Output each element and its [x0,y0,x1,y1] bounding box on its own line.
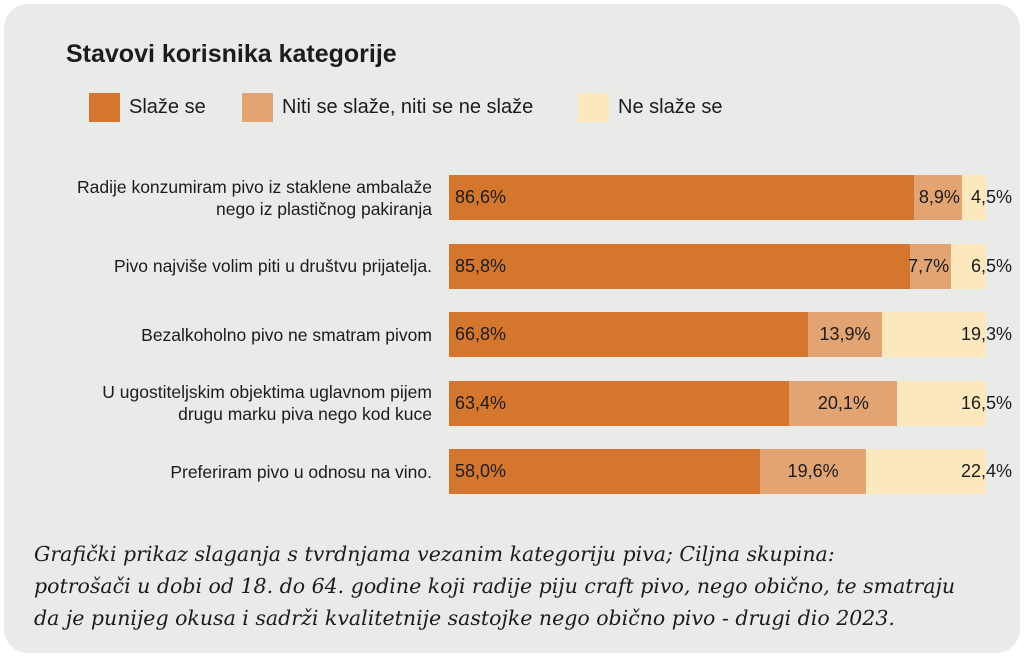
bar-segment-neutral [760,449,866,494]
data-label: 85,8% [455,255,507,276]
data-label: 63,4% [455,392,507,413]
category-label: Radije konzumiram pivo iz staklene ambal… [77,176,432,220]
bar-segment-disagree [897,380,986,426]
category-label-line: nego iz plastičnog pakiranja [216,198,432,219]
bar-segment-agree [449,380,790,426]
bar-segment-agree [449,243,910,289]
bar-segment-neutral [914,175,962,220]
legend-swatch-disagree [578,92,609,122]
caption-line: Grafički prikaz slaganja s tvrdnjama vez… [34,542,835,566]
legend-item-agree: Slaže se [89,92,206,122]
category-label: U ugostiteljskim objektima uglavnom pije… [102,381,432,425]
category-label: Bezalkoholno pivo ne smatram pivom [141,324,432,346]
category-label-line: Bezalkoholno pivo ne smatram pivom [141,324,432,345]
data-label: 4,5% [970,187,1012,207]
data-label: 19,6% [787,461,839,481]
legend-label-disagree: Ne slaže se [618,95,723,118]
bar-segment-disagree [951,243,986,289]
legend-item-disagree: Ne slaže se [578,92,723,122]
category-label-line: Pivo najviše volim piti u društvu prijat… [113,256,432,276]
data-label: 6,5% [970,255,1012,276]
category-label: Pivo najviše volim piti u društvu prijat… [114,255,432,277]
legend-swatch-neutral [242,92,273,122]
data-label: 86,6% [455,187,507,207]
category-label: Preferiram pivo u odnosu na vino. [170,461,432,483]
data-label: 20,1% [817,392,869,413]
bar-segment-agree [449,175,915,220]
chart-card: Stavovi korisnika kategorije Slaže se Ni… [4,4,1020,653]
chart-title: Stavovi korisnika kategorije [66,40,397,68]
legend-label-neutral: Niti se slaže, niti se ne slaže [282,95,534,118]
data-label: 66,8% [455,324,507,344]
bar-segment-neutral [909,243,952,289]
bar-segment-disagree [882,312,986,357]
caption-line: da je punijeg okusa i sadrži kvalitetnij… [34,606,895,630]
bar-segment-agree [449,449,761,494]
bar-segment-neutral [807,312,883,357]
legend-label-agree: Slaže se [129,95,206,118]
caption-line: potrošači u dobi od 18. do 64. godine ko… [34,574,956,598]
data-label: 16,5% [960,392,1012,413]
legend-swatch-agree [89,92,120,122]
data-label: 19,3% [960,324,1012,344]
bar-segment-agree [449,312,808,357]
category-label-line: drugu marku piva nego kod kuce [178,404,432,424]
chart-caption: Grafički prikaz slaganja s tvrdnjama vez… [34,538,1014,634]
category-label-line: Radije konzumiram pivo iz staklene ambal… [76,176,432,197]
data-label: 8,9% [918,187,960,207]
category-label-line: U ugostiteljskim objektima uglavnom pije… [102,382,432,402]
bar-segment-neutral [789,380,898,426]
data-label: 13,9% [819,324,871,344]
bar-segment-disagree [865,449,986,494]
data-label: 22,4% [960,461,1012,481]
legend-item-neutral: Niti se slaže, niti se ne slaže [242,92,533,122]
data-label: 58,0% [455,461,507,481]
data-label: 7,7% [908,255,950,276]
category-label-line: Preferiram pivo u odnosu na vino. [170,461,432,482]
bar-segment-disagree [961,175,986,220]
